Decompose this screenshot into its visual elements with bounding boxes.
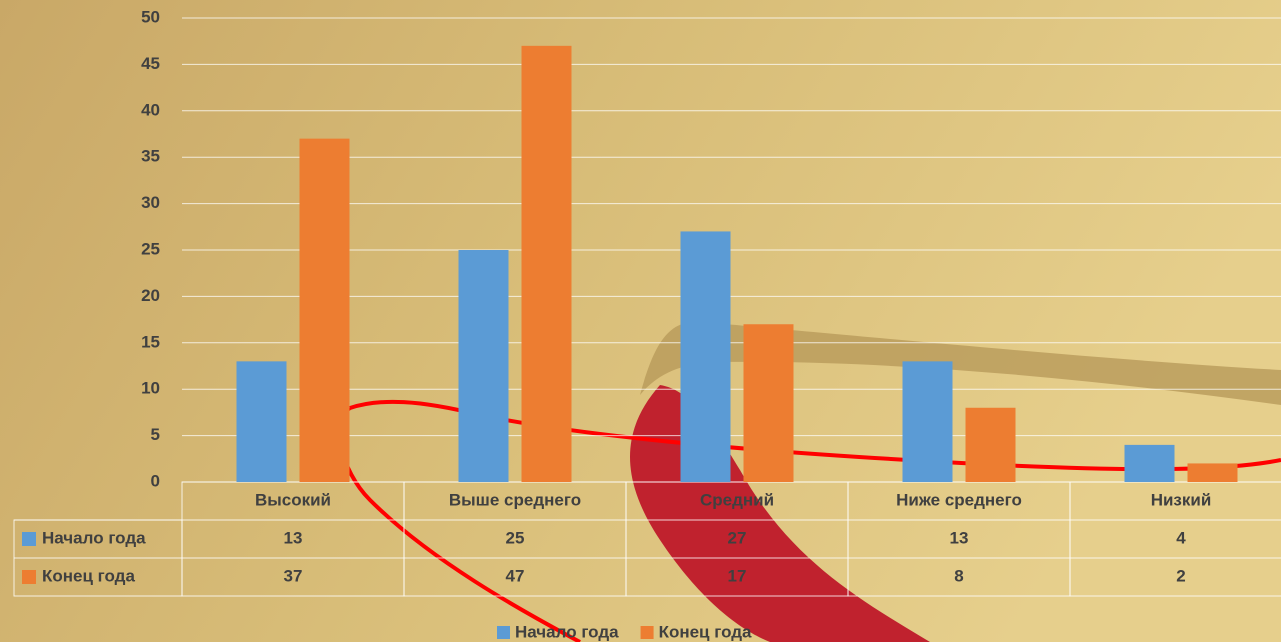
y-tick-label: 10	[141, 379, 160, 398]
bar	[680, 231, 731, 482]
x-tick-label: Высокий	[255, 490, 331, 509]
bar	[902, 361, 953, 482]
legend-label: Конец года	[659, 622, 752, 641]
y-tick-label: 20	[141, 286, 160, 305]
bar	[965, 407, 1016, 482]
bar	[236, 361, 287, 482]
y-tick-label: 5	[151, 425, 160, 444]
legend-label: Начало года	[515, 622, 619, 641]
table-value: 4	[1176, 528, 1186, 547]
bar	[1124, 444, 1175, 482]
table-value: 37	[284, 566, 303, 585]
bar	[521, 45, 572, 483]
x-tick-label: Низкий	[1151, 490, 1212, 509]
table-row-label: Начало года	[42, 528, 146, 547]
y-tick-label: 40	[141, 100, 160, 119]
table-value: 8	[954, 566, 963, 585]
table-value: 25	[506, 528, 525, 547]
bar	[1187, 463, 1238, 482]
y-tick-label: 0	[151, 471, 160, 490]
table-value: 17	[728, 566, 747, 585]
x-tick-label: Средний	[700, 490, 774, 509]
table-value: 47	[506, 566, 525, 585]
legend-key	[497, 626, 510, 639]
table-value: 13	[950, 528, 969, 547]
x-tick-label: Ниже среднего	[896, 490, 1022, 509]
bar	[458, 250, 509, 482]
table-cell	[1069, 481, 1281, 597]
table-legend-key	[22, 570, 36, 584]
table-value: 27	[728, 528, 747, 547]
y-tick-label: 35	[141, 147, 160, 166]
bar	[299, 138, 350, 482]
bar	[743, 324, 794, 482]
y-tick-label: 50	[141, 7, 160, 26]
table-row-label: Конец года	[42, 566, 135, 585]
table-value: 13	[284, 528, 303, 547]
y-tick-label: 45	[141, 54, 160, 73]
x-tick-label: Выше среднего	[449, 490, 581, 509]
table-legend-key	[22, 532, 36, 546]
y-tick-label: 15	[141, 332, 160, 351]
y-tick-label: 30	[141, 193, 160, 212]
y-tick-label: 25	[141, 239, 160, 258]
table-value: 2	[1176, 566, 1185, 585]
legend-key	[640, 626, 654, 639]
